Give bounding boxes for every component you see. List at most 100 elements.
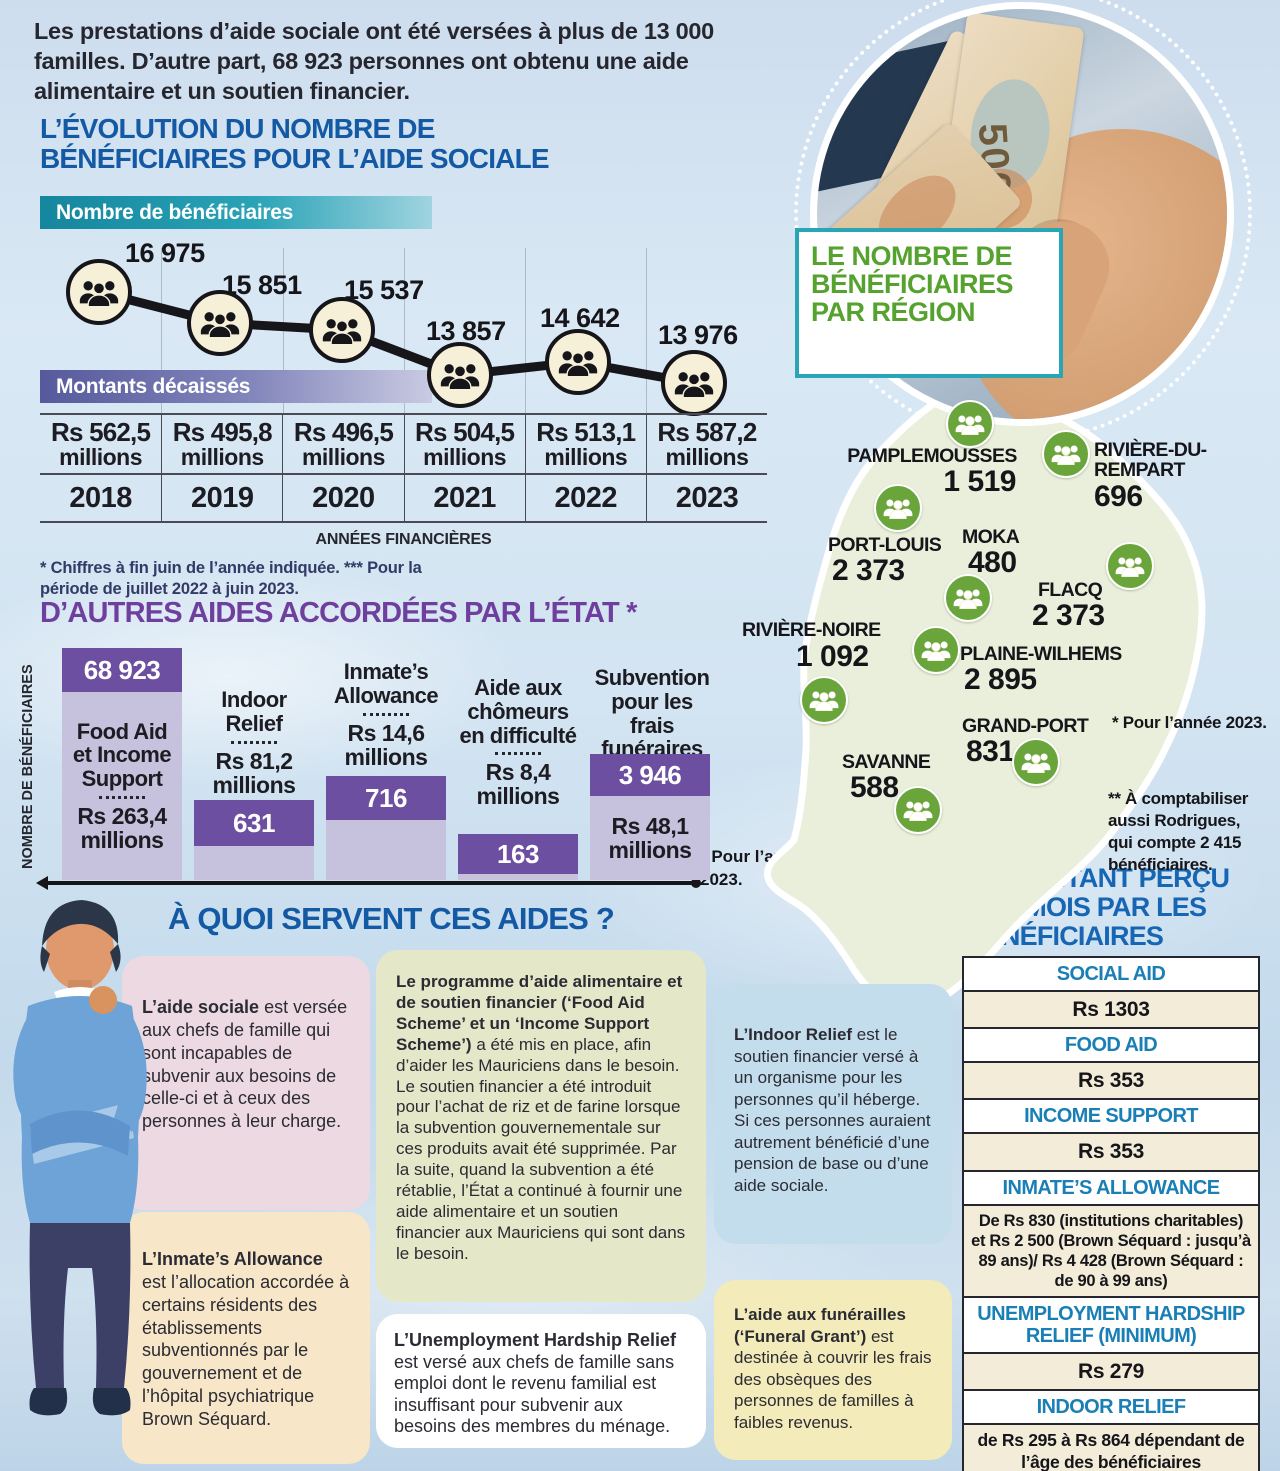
region-value: 696 (1094, 480, 1143, 513)
funeral-grant-box: L’aide aux funérailles (‘Funeral Grant’)… (714, 1280, 952, 1460)
value-label: 16 975 (125, 238, 205, 268)
amount: Rs 496,5 (293, 417, 394, 448)
bar-label: Aide aux chômeurs en difficulté (459, 675, 577, 748)
bar-amount: Rs 81,2 millions (212, 747, 296, 798)
data-point-2023 (661, 350, 727, 416)
amount: Rs 504,5 (415, 417, 515, 448)
region-marker-pamplemousses (946, 400, 994, 448)
group-icon (809, 689, 839, 711)
data-point-2020 (309, 297, 375, 363)
bar-amount: Rs 8,4 millions (476, 759, 560, 810)
region-name: PORT-LOUIS (828, 534, 942, 556)
food-aid-programme-box: Le programme d’aide alimentaire et de so… (376, 950, 706, 1302)
region-marker-savanne (894, 786, 942, 834)
amount: Rs 587,2 (657, 417, 757, 448)
bar-label: Indoor Relief (221, 687, 287, 736)
bar-amount: Rs 48,1 millions (608, 812, 692, 863)
box-lead: L’Unemployment Hardship Relief (394, 1330, 677, 1350)
group-icon (955, 413, 985, 435)
bar-funeraires-count: 3 946 (590, 754, 710, 796)
data-point-2018 (66, 259, 132, 325)
amounts-years-table: Rs 562,5 millions Rs 495,8 millions Rs 496… (40, 413, 767, 523)
dotted-separator (495, 752, 541, 756)
table-header: INMATE’S ALLOWANCE (964, 1171, 1258, 1206)
bar-food-aid-count: 68 923 (62, 648, 182, 692)
bar-inmates (326, 820, 446, 880)
grid-line (525, 248, 526, 413)
amount-unit: millions (301, 443, 385, 470)
region-marker-flacq (1106, 542, 1154, 590)
table-header: INCOME SUPPORT (964, 1100, 1258, 1135)
bar-amount: Rs 14,6 millions (344, 719, 428, 770)
group-icon (440, 361, 480, 390)
bar-inmates-count: 716 (326, 776, 446, 820)
region-marker-riviere-du-rempart (1042, 430, 1090, 478)
amount-unit: millions (180, 443, 264, 470)
box-text: est versé aux chefs de famille sans empl… (394, 1351, 675, 1437)
amount-unit: millions (423, 443, 507, 470)
box-text: est le soutien financier versé à un orga… (734, 1025, 931, 1196)
thinking-man-illustration (13, 900, 147, 1416)
region-marker-grand-port (1012, 738, 1060, 786)
legend-beneficiaries-label: Nombre de bénéficiaires (56, 200, 294, 224)
group-icon (1051, 443, 1081, 465)
x-axis-arrow-line (36, 876, 701, 890)
bar-food-aid: Food Aid et Income Support Rs 263,4 mill… (62, 692, 182, 880)
region-marker-riviere-noire (800, 676, 848, 724)
aide-sociale-box: L’aide sociale est versée aux chefs de f… (122, 956, 370, 1210)
region-name: MOKA (962, 526, 1020, 548)
table-value: De Rs 830 (institutions charitables) et … (964, 1205, 1258, 1299)
year: 2023 (675, 481, 739, 514)
value-label: 15 537 (344, 275, 424, 305)
table-value: de Rs 295 à Rs 864 dépendant de l’âge de… (964, 1425, 1258, 1471)
group-icon (1115, 555, 1145, 577)
montant-table: SOCIAL AID Rs 1303 FOOD AID Rs 353 INCOM… (962, 956, 1260, 1471)
bar-chomeurs-labels: Aide aux chômeurs en difficulté Rs 8,4 m… (458, 676, 578, 809)
region-value: 2 895 (964, 663, 1037, 696)
table-header: UNEMPLOYMENT HARDSHIP RELIEF (MINIMUM) (964, 1298, 1258, 1355)
map-footnote-2: ** À comptabiliser aussi Rodrigues, qui … (1108, 789, 1249, 875)
value-label: 14 642 (540, 303, 620, 333)
region-name: RIVIÈRE-NOIRE (742, 619, 881, 641)
region-value: 1 092 (796, 640, 869, 673)
region-value: 2 373 (1032, 599, 1105, 632)
data-point-2019 (187, 290, 253, 356)
group-icon (200, 309, 240, 338)
box-lead: L’aide sociale (142, 997, 260, 1017)
year: 2018 (69, 481, 132, 514)
box-text: est versée aux chefs de famille qui sont… (142, 997, 348, 1132)
group-icon (953, 587, 983, 609)
value-label: 15 851 (222, 270, 302, 300)
data-point-2022 (545, 329, 611, 395)
amount-unit: millions (665, 443, 749, 470)
x-axis-label: ANNÉES FINANCIÈRES (315, 531, 492, 548)
group-icon (79, 278, 119, 307)
grid-line (161, 248, 162, 413)
bar-indoor-relief-labels: Indoor Relief Rs 81,2 millions (194, 688, 314, 797)
box-text: est l’allocation accordée à certains rés… (142, 1271, 350, 1430)
evolution-footnote: * Chiffres à fin juin de l’année indiqué… (40, 559, 422, 599)
table-header: INDOOR RELIEF (964, 1391, 1258, 1426)
year: 2022 (554, 481, 618, 514)
region-marker-plaine-wilhems (912, 626, 960, 674)
year: 2019 (191, 481, 254, 514)
amounts-row: Rs 562,5 millions Rs 495,8 millions Rs 496… (40, 413, 767, 475)
bar-chomeurs-count: 163 (458, 834, 578, 874)
region-value: 2 373 (832, 554, 905, 587)
grid-line (646, 248, 647, 413)
indoor-relief-box: L’Indoor Relief est le soutien financier… (714, 984, 952, 1244)
legend-amounts-banner: Montants décaissés (40, 370, 432, 403)
years-row: 2018 2019 2020 2021 2022 2023 (40, 475, 767, 523)
box-text: est destinée à couvrir les frais des obs… (734, 1326, 932, 1432)
region-title-box: LE NOMBRE DE BÉNÉFICIAIRES PAR RÉGION (795, 228, 1063, 378)
legend-amounts-label: Montants décaissés (56, 374, 251, 398)
amount: Rs 513,1 (536, 417, 636, 448)
bar-amount: Rs 263,4 millions (77, 802, 167, 854)
amount-unit: millions (544, 443, 628, 470)
legend-beneficiaries-banner: Nombre de bénéficiaires (40, 196, 432, 229)
y-axis-label: NOMBRE DE BÉNÉFICIAIRES (20, 664, 36, 870)
autres-aides-title: D’AUTRES AIDES ACCORDÉES PAR L’ÉTAT * (40, 597, 637, 629)
amount: Rs 495,8 (172, 417, 273, 448)
region-map-title: LE NOMBRE DE BÉNÉFICIAIRES PAR RÉGION (811, 241, 1014, 328)
region-name: RIVIÈRE-DU-REMPART (1094, 439, 1207, 482)
